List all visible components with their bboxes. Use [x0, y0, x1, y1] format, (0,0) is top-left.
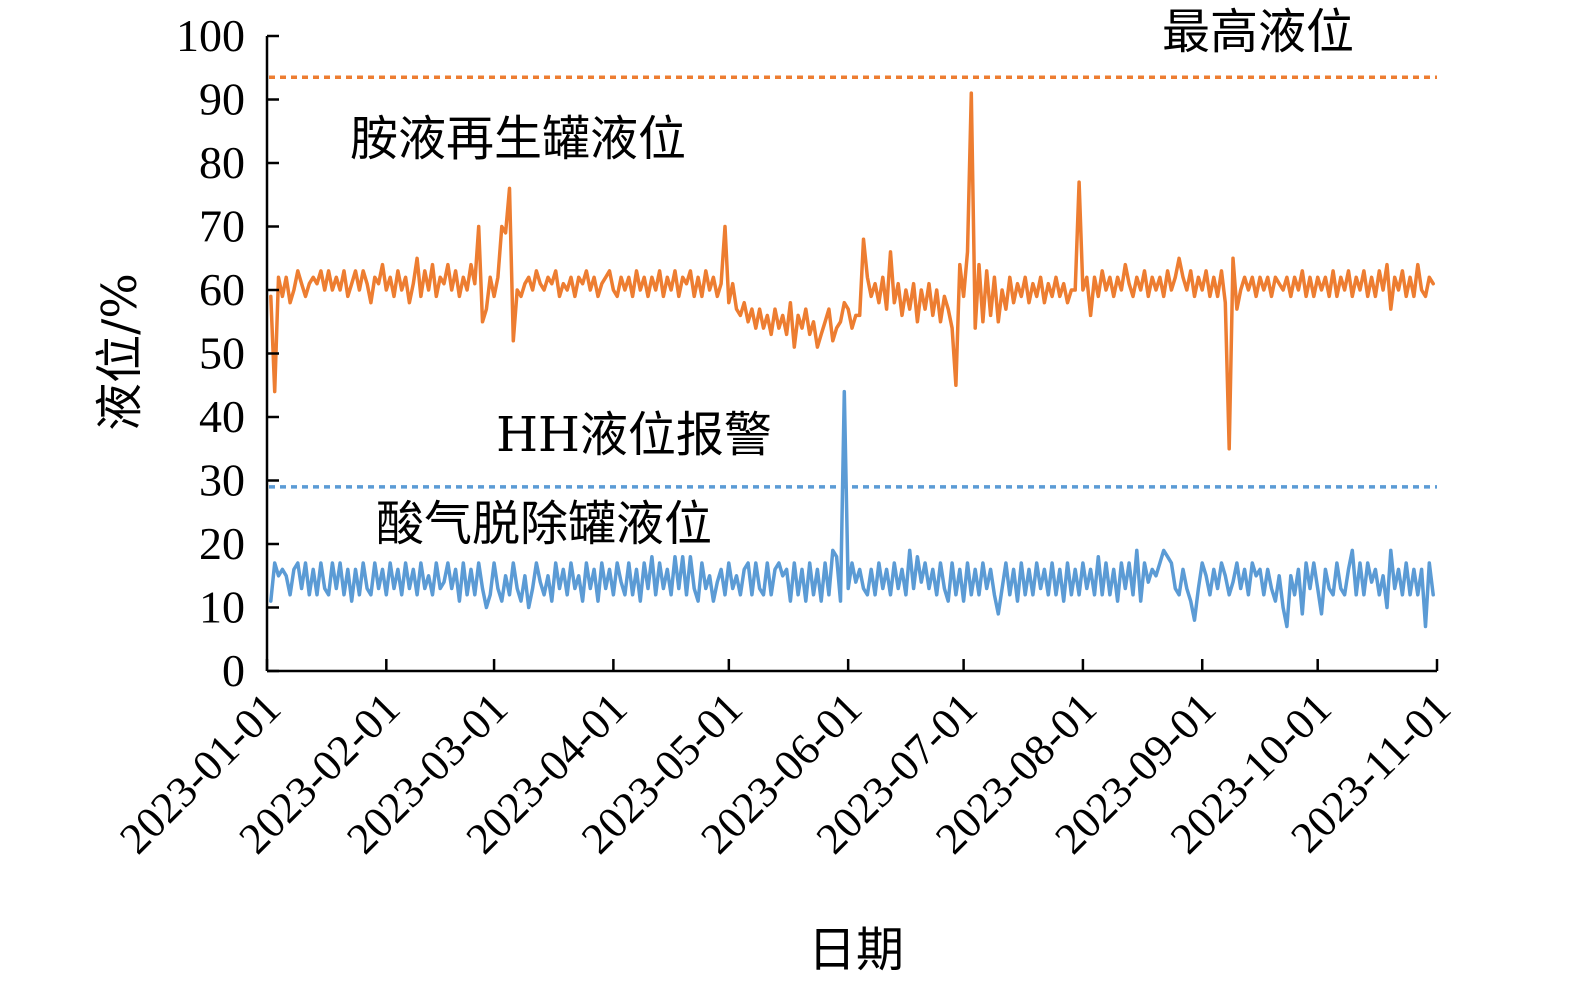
- reference-lines: [269, 75, 1437, 489]
- series-layer: [269, 91, 1435, 629]
- y-tick-label: 20: [199, 518, 245, 569]
- x-axis-title: 日期: [808, 922, 904, 978]
- y-tick-label: 10: [199, 582, 245, 633]
- y-tick-label: 60: [199, 264, 245, 315]
- x-ticks: 2023-01-012023-02-012023-03-012023-04-01…: [110, 659, 1460, 863]
- annotation-max-level: 最高液位: [1162, 4, 1354, 60]
- y-tick-label: 0: [222, 645, 245, 696]
- series-line: [269, 91, 1435, 451]
- y-axis-title: 液位/%: [92, 273, 148, 431]
- annotation-acid-gas-tank-level: 酸气脱除罐液位: [376, 496, 712, 552]
- y-tick-label: 70: [199, 201, 245, 252]
- y-tick-label: 100: [176, 10, 245, 61]
- y-tick-label: 30: [199, 455, 245, 506]
- annotation-amine-tank-level: 胺液再生罐液位: [350, 111, 686, 167]
- y-tick-label: 40: [199, 391, 245, 442]
- y-tick-label: 80: [199, 137, 245, 188]
- series-line: [269, 389, 1435, 629]
- annotation-hh-alarm: HH液位报警: [496, 407, 772, 463]
- y-ticks: 0 10 20 30 40 50 60 70 80 90 100: [176, 10, 279, 696]
- y-tick-label: 50: [199, 328, 245, 379]
- y-tick-label: 90: [199, 74, 245, 125]
